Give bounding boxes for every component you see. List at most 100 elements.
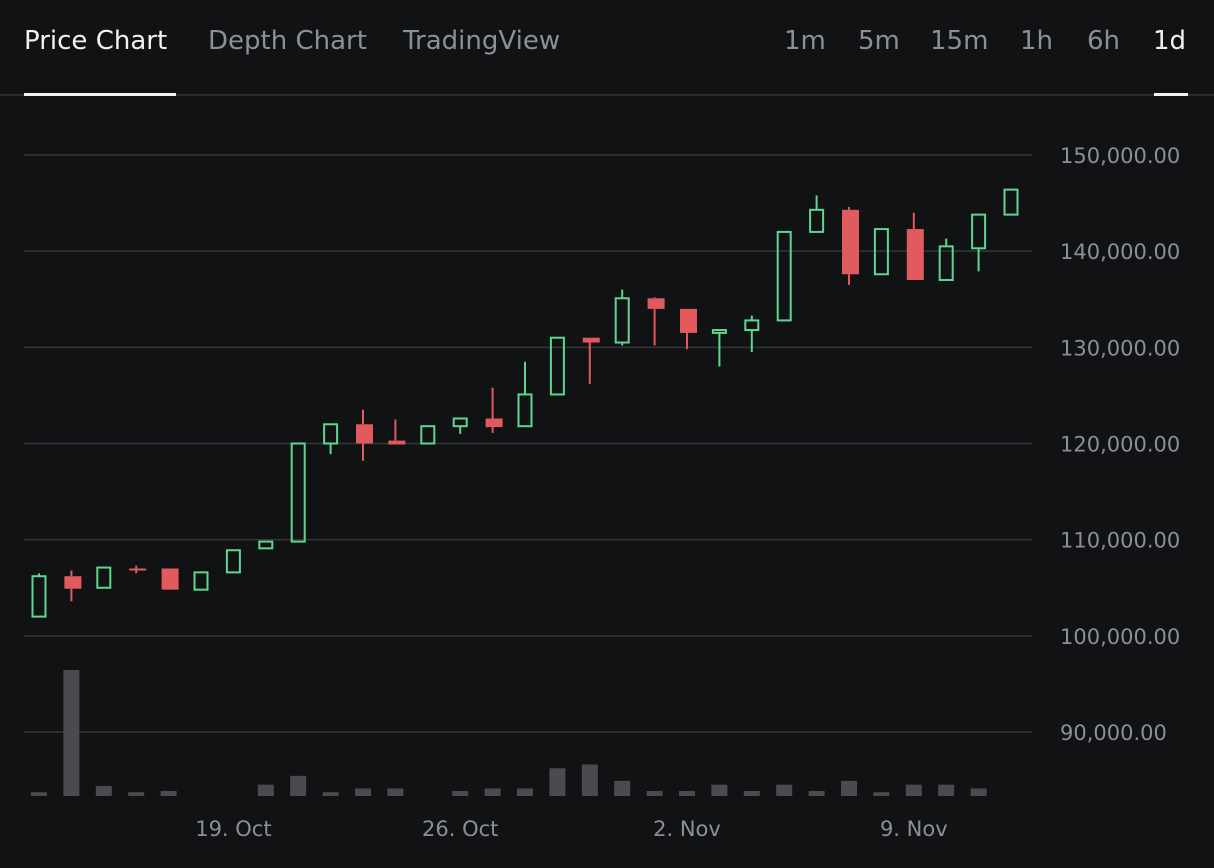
candle-up (873, 228, 889, 276)
candle-body (356, 424, 373, 444)
tab-tradingview[interactable]: TradingView (403, 26, 561, 56)
candle-up (776, 230, 792, 322)
candle-up (258, 540, 274, 550)
volume-bar (711, 784, 728, 796)
candle-up (31, 573, 47, 618)
candle-down (680, 308, 697, 350)
candle-up (711, 329, 727, 367)
y-axis-labels: 150,000.00 140,000.00 130,000.00 120,000.00… (1060, 144, 1180, 745)
volume-bar (322, 792, 339, 796)
candle-down (842, 206, 859, 285)
candle-body (711, 329, 727, 334)
candle-body (1003, 188, 1019, 216)
volume-bar (841, 780, 857, 796)
candle-down (906, 212, 924, 281)
tab-price-chart[interactable]: Price Chart (24, 26, 168, 56)
candle-body (971, 213, 987, 250)
volume-bar (95, 785, 112, 796)
candle-body (647, 298, 665, 309)
volume-bar (614, 780, 631, 796)
volume-bar (452, 790, 469, 796)
candle-up (517, 361, 533, 428)
volume-bar (905, 784, 922, 796)
candle-body (31, 575, 47, 618)
candle-body (906, 229, 924, 281)
candle-body (744, 319, 760, 332)
x-tick-label: 9. Nov (880, 817, 948, 841)
candle-up (452, 417, 468, 434)
candle-down (64, 570, 82, 602)
volume-bar (776, 784, 793, 796)
candle-body (614, 297, 630, 344)
candle-down (356, 409, 373, 461)
candle-body (549, 336, 565, 396)
y-tick-label: 130,000.00 (1060, 336, 1180, 360)
candle-up (290, 442, 306, 543)
y-tick-label: 100,000.00 (1060, 625, 1180, 649)
volume-bar (549, 768, 566, 796)
candle-body (842, 209, 859, 275)
y-tick-label: 110,000.00 (1060, 529, 1180, 553)
volume-bar (938, 784, 955, 796)
candle-body (776, 230, 792, 322)
candle-down (485, 387, 503, 433)
candle-up (809, 195, 825, 233)
candle-up (549, 336, 565, 396)
candle-body (485, 418, 503, 428)
volume-bar (646, 790, 663, 796)
volume-bar (257, 784, 274, 796)
volume-bar (290, 775, 307, 796)
timeframe-15m[interactable]: 15m (930, 26, 989, 56)
timeframe-6h[interactable]: 6h (1087, 26, 1121, 56)
candle-up (744, 315, 760, 353)
candle-body (517, 393, 533, 428)
x-axis-labels: 19. Oct 26. Oct 2. Nov 9. Nov (195, 817, 947, 841)
timeframe-1d[interactable]: 1d (1153, 26, 1187, 56)
candle-body (452, 417, 468, 428)
volume-bar (873, 792, 890, 796)
y-tick-label: 90,000.00 (1060, 721, 1167, 745)
candle-body (809, 208, 825, 233)
x-tick-label: 2. Nov (653, 817, 721, 841)
y-tick-label: 120,000.00 (1060, 433, 1180, 457)
candle-body (290, 442, 306, 543)
volume-bar (484, 788, 501, 796)
timeframe-1h[interactable]: 1h (1020, 26, 1054, 56)
candle-up (971, 213, 987, 272)
active-timeframe-indicator (1154, 93, 1188, 96)
candle-down (582, 337, 600, 384)
tab-depth-chart[interactable]: Depth Chart (208, 26, 367, 56)
y-tick-label: 150,000.00 (1060, 144, 1180, 168)
volume-bar (517, 788, 533, 796)
candle-down (161, 568, 179, 590)
candle-up (614, 289, 630, 346)
volume-bar (128, 792, 145, 796)
candle-up (938, 238, 954, 282)
candle-body (64, 576, 82, 589)
candle-up (96, 566, 112, 589)
candle-up (420, 425, 436, 445)
volume-bar (743, 790, 760, 796)
candle-body (258, 540, 274, 550)
candle-body (582, 337, 600, 343)
x-tick-label: 19. Oct (195, 817, 271, 841)
candle-down (388, 419, 406, 445)
candle-body (96, 566, 112, 589)
price-candles (31, 188, 1019, 618)
volume-bar (387, 788, 404, 796)
timeframe-1m[interactable]: 1m (784, 26, 826, 56)
volume-bar (970, 788, 987, 796)
volume-bar (160, 790, 177, 796)
candle-body (420, 425, 436, 445)
timeframe-5m[interactable]: 5m (858, 26, 900, 56)
volume-bar (31, 792, 47, 796)
candlestick-chart[interactable]: 150,000.00 140,000.00 130,000.00 120,000.00… (0, 96, 1214, 868)
candle-body (938, 245, 954, 282)
volume-bars (31, 670, 987, 796)
active-tab-indicator (24, 93, 176, 96)
chart-toolbar: Price Chart Depth Chart TradingView 1m 5… (0, 0, 1214, 96)
candle-body (193, 571, 209, 591)
candle-up (1003, 188, 1019, 216)
volume-bar (63, 670, 80, 796)
candle-up (193, 571, 209, 591)
